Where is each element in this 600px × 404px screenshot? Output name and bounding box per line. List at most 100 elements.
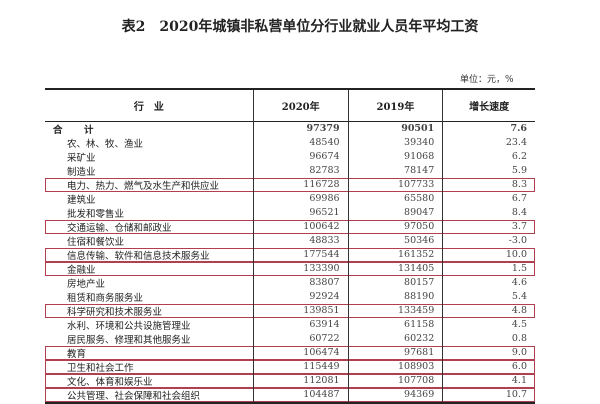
industry-cell: 电力、热力、燃气及水生产和供应业 <box>45 178 253 192</box>
industry-cell: 科学研究和技术服务业 <box>45 304 253 318</box>
unit-note: 单位：元，% <box>460 75 514 85</box>
industry-cell: 租赁和商务服务业 <box>67 292 144 304</box>
wage-2020-cell: 96674 <box>252 149 349 164</box>
wage-2019-cell: 80157 <box>347 275 443 290</box>
growth-cell: 6.7 <box>442 191 535 206</box>
wage-2019-cell: 94369 <box>347 387 443 403</box>
header-row: 行 业 2020年 2019年 增长速度 <box>45 89 535 121</box>
header-2019: 2019年 <box>347 89 443 121</box>
industry-cell: 农、林、牧、渔业 <box>67 138 144 150</box>
growth-cell: 4.5 <box>442 317 535 332</box>
wage-2019-cell: 78147 <box>347 163 443 178</box>
industry-cell: 金融业 <box>45 262 253 276</box>
wage-2020-cell: 48540 <box>252 135 349 150</box>
table-row: 科学研究和技术服务业 139851 133459 4.8 <box>45 303 535 318</box>
table-row: 租赁和商务服务业 92924 88190 5.4 <box>45 289 535 304</box>
wage-2020-cell: 48833 <box>252 233 349 248</box>
table-row: 电力、热力、燃气及水生产和供应业 116728 107733 8.3 <box>45 177 535 192</box>
wage-2020-cell: 97379 <box>252 121 349 136</box>
table-row: 制造业 82783 78147 5.9 <box>45 163 535 178</box>
growth-cell: 4.1 <box>442 373 535 388</box>
wage-2020-cell: 112081 <box>252 373 349 388</box>
wage-2020-cell: 139851 <box>252 303 349 318</box>
wage-2019-cell: 107733 <box>347 177 443 192</box>
wage-2019-cell: 107708 <box>347 373 443 388</box>
wage-2019-cell: 97050 <box>347 219 443 234</box>
industry-cell: 制造业 <box>67 166 96 178</box>
wage-2019-cell: 65580 <box>347 191 443 206</box>
growth-cell: -3.0 <box>442 233 535 248</box>
wage-2020-cell: 106474 <box>252 345 349 360</box>
table-title: 表2 2020年城镇非私营单位分行业就业人员年平均工资 <box>121 19 479 35</box>
wage-2020-cell: 82783 <box>252 163 349 178</box>
header-growth: 增长速度 <box>442 89 535 121</box>
table-row: 文化、体育和娱乐业 112081 107708 4.1 <box>45 373 535 388</box>
wage-2019-cell: 39340 <box>347 135 443 150</box>
wage-2020-cell: 177544 <box>252 247 349 262</box>
wage-2019-cell: 89047 <box>347 205 443 220</box>
table-row: 公共管理、社会保障和社会组织 104487 94369 10.7 <box>45 387 535 403</box>
wage-2020-cell: 69986 <box>252 191 349 206</box>
wage-2020-cell: 116728 <box>252 177 349 192</box>
wage-2019-cell: 88190 <box>347 289 443 304</box>
growth-cell: 1.5 <box>442 261 535 276</box>
growth-cell: 8.4 <box>442 205 535 220</box>
industry-cell: 信息传输、软件和信息技术服务业 <box>45 248 253 262</box>
growth-cell: 9.0 <box>442 345 535 360</box>
industry-cell: 文化、体育和娱乐业 <box>45 374 253 388</box>
industry-cell: 合 计 <box>53 124 100 136</box>
wage-2020-cell: 92924 <box>252 289 349 304</box>
table-row: 教育 106474 97681 9.0 <box>45 345 535 360</box>
growth-cell: 6.0 <box>442 359 535 374</box>
table-row: 金融业 133390 131405 1.5 <box>45 261 535 276</box>
table-row: 卫生和社会工作 115449 108903 6.0 <box>45 359 535 374</box>
wage-2020-cell: 133390 <box>252 261 349 276</box>
growth-cell: 0.8 <box>442 331 535 346</box>
growth-cell: 10.0 <box>442 247 535 262</box>
table-row: 水利、环境和公共设施管理业 63914 61158 4.5 <box>45 317 535 332</box>
industry-cell: 采矿业 <box>67 152 96 164</box>
industry-cell: 居民服务、修理和其他服务业 <box>67 334 191 346</box>
header-industry: 行 业 <box>133 101 164 113</box>
industry-cell: 批发和零售业 <box>67 208 125 220</box>
growth-cell: 3.7 <box>442 219 535 234</box>
table-row: 农、林、牧、渔业 48540 39340 23.4 <box>45 135 535 150</box>
wage-2019-cell: 161352 <box>347 247 443 262</box>
wage-2020-cell: 60722 <box>252 331 349 346</box>
wage-2019-cell: 97681 <box>347 345 443 360</box>
growth-cell: 5.4 <box>442 289 535 304</box>
table-row: 采矿业 96674 91068 6.2 <box>45 149 535 164</box>
growth-cell: 10.7 <box>442 387 535 403</box>
growth-cell: 4.8 <box>442 303 535 318</box>
wage-table: 行 业 2020年 2019年 增长速度 合 计 97379 90501 7.6 农、林… <box>45 88 535 404</box>
growth-cell: 23.4 <box>442 135 535 150</box>
wage-2020-cell: 115449 <box>252 359 349 374</box>
wage-2020-cell: 63914 <box>252 317 349 332</box>
growth-cell: 7.6 <box>442 121 535 136</box>
header-2020: 2020年 <box>252 89 349 121</box>
wage-2019-cell: 60232 <box>347 331 443 346</box>
table-row: 居民服务、修理和其他服务业 60722 60232 0.8 <box>45 331 535 346</box>
wage-2019-cell: 133459 <box>347 303 443 318</box>
wage-2019-cell: 90501 <box>347 121 443 136</box>
wage-2020-cell: 104487 <box>252 387 349 403</box>
wage-2019-cell: 50346 <box>347 233 443 248</box>
industry-cell: 公共管理、社会保障和社会组织 <box>45 388 253 403</box>
wage-2019-cell: 61158 <box>347 317 443 332</box>
table-row: 住宿和餐饮业 48833 50346 -3.0 <box>45 233 535 248</box>
growth-cell: 5.9 <box>442 163 535 178</box>
wage-2020-cell: 96521 <box>252 205 349 220</box>
table-row: 房地产业 83807 80157 4.6 <box>45 275 535 290</box>
growth-cell: 6.2 <box>442 149 535 164</box>
industry-cell: 建筑业 <box>67 194 96 206</box>
table-row: 合 计 97379 90501 7.6 <box>45 121 535 136</box>
industry-cell: 水利、环境和公共设施管理业 <box>67 320 191 332</box>
wage-2019-cell: 91068 <box>347 149 443 164</box>
industry-cell: 房地产业 <box>67 278 106 290</box>
industry-cell: 住宿和餐饮业 <box>67 236 125 248</box>
wage-2020-cell: 83807 <box>252 275 349 290</box>
wage-2019-cell: 108903 <box>347 359 443 374</box>
table-row: 信息传输、软件和信息技术服务业 177544 161352 10.0 <box>45 247 535 262</box>
wage-2019-cell: 131405 <box>347 261 443 276</box>
